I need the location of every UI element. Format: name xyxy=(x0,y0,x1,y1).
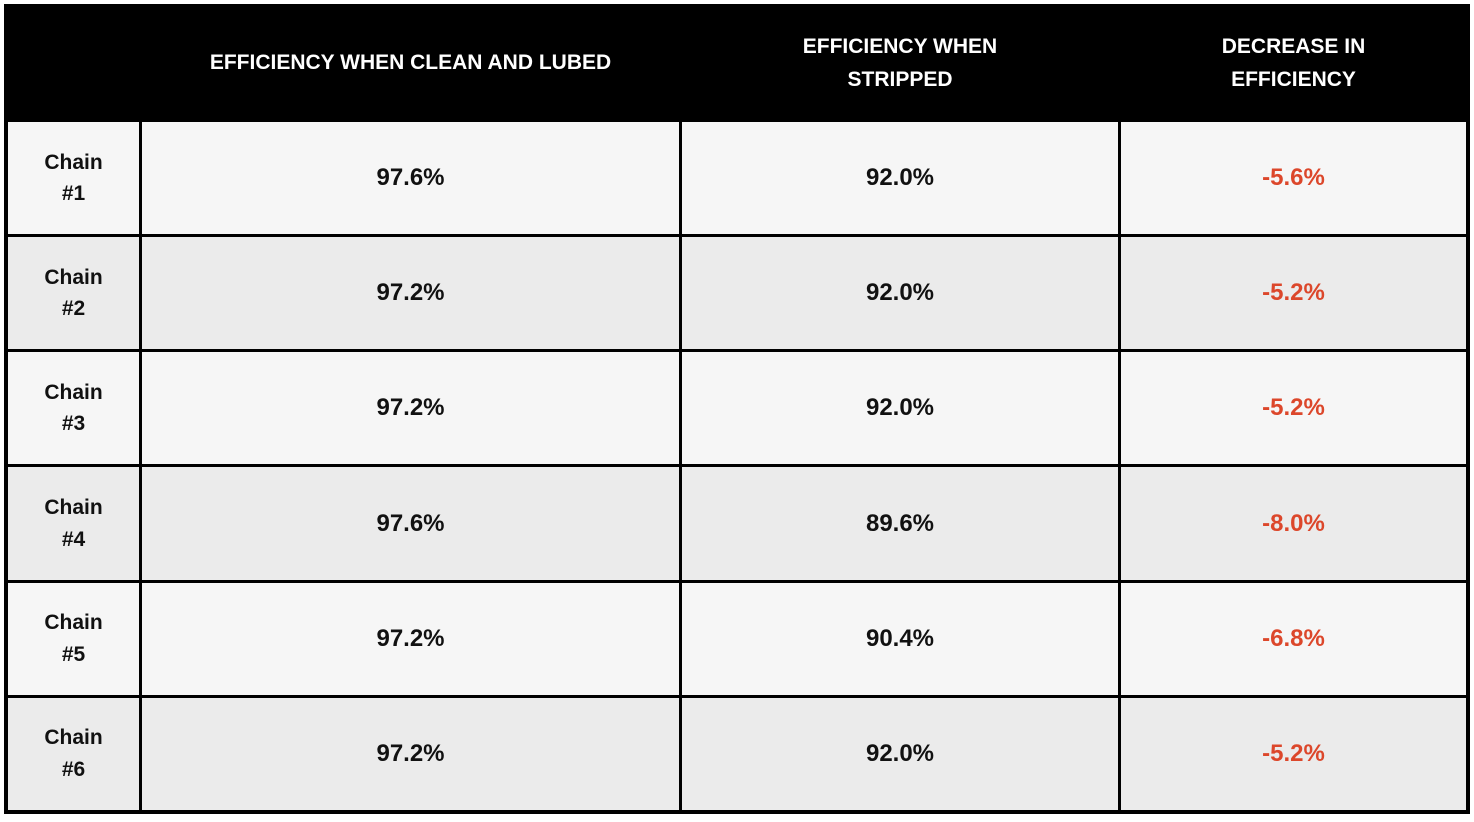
chain-2-stripped-value: 92.0% xyxy=(682,237,1118,350)
chain-4-clean-value: 97.6% xyxy=(142,467,679,580)
column-header-clean-lubed-label: EFFICIENCY WHEN CLEAN AND LUBED xyxy=(209,51,612,75)
chain-1-clean-value: 97.6% xyxy=(142,122,679,235)
chain-3-decrease-value: -5.2% xyxy=(1121,352,1466,465)
chain-2-decrease-value: -5.2% xyxy=(1121,237,1466,350)
column-header-clean-lubed: EFFICIENCY WHEN CLEAN AND LUBED xyxy=(142,8,679,119)
column-header-decrease: DECREASE IN EFFICIENCY xyxy=(1121,8,1466,119)
row-label-chain-6: Chain #6 xyxy=(8,697,139,810)
chain-1-decrease-value: -5.6% xyxy=(1121,122,1466,235)
chain-3-clean-value: 97.2% xyxy=(142,352,679,465)
chain-4-decrease-value: -8.0% xyxy=(1121,467,1466,580)
chain-6-stripped-value: 92.0% xyxy=(682,697,1118,810)
chain-efficiency-table: EFFICIENCY WHEN CLEAN AND LUBED EFFICIEN… xyxy=(4,4,1470,814)
chain-5-clean-value: 97.2% xyxy=(142,582,679,695)
chain-3-stripped-value: 92.0% xyxy=(682,352,1118,465)
row-label-chain-3: Chain #3 xyxy=(8,352,139,465)
chain-4-stripped-value: 89.6% xyxy=(682,467,1118,580)
chain-6-clean-value: 97.2% xyxy=(142,697,679,810)
chain-5-decrease-value: -6.8% xyxy=(1121,582,1466,695)
row-label-chain-5: Chain #5 xyxy=(8,582,139,695)
chain-6-decrease-value: -5.2% xyxy=(1121,697,1466,810)
row-label-text: Chain #4 xyxy=(44,496,103,551)
column-header-decrease-label: DECREASE IN EFFICIENCY xyxy=(1221,34,1366,91)
header-corner-cell xyxy=(8,8,139,119)
chain-2-clean-value: 97.2% xyxy=(142,237,679,350)
column-header-stripped-label: EFFICIENCY WHEN STRIPPED xyxy=(802,34,998,91)
row-label-chain-4: Chain #4 xyxy=(8,467,139,580)
row-label-text: Chain #3 xyxy=(44,380,103,436)
row-label-text: Chain #2 xyxy=(44,265,103,321)
column-header-stripped: EFFICIENCY WHEN STRIPPED xyxy=(682,8,1118,119)
row-label-text: Chain #1 xyxy=(44,150,103,206)
row-label-chain-2: Chain #2 xyxy=(8,237,139,350)
row-label-chain-1: Chain #1 xyxy=(8,122,139,235)
chain-1-stripped-value: 92.0% xyxy=(682,122,1118,235)
chain-5-stripped-value: 90.4% xyxy=(682,582,1118,695)
row-label-text: Chain #5 xyxy=(44,611,103,666)
row-label-text: Chain #6 xyxy=(44,726,103,781)
